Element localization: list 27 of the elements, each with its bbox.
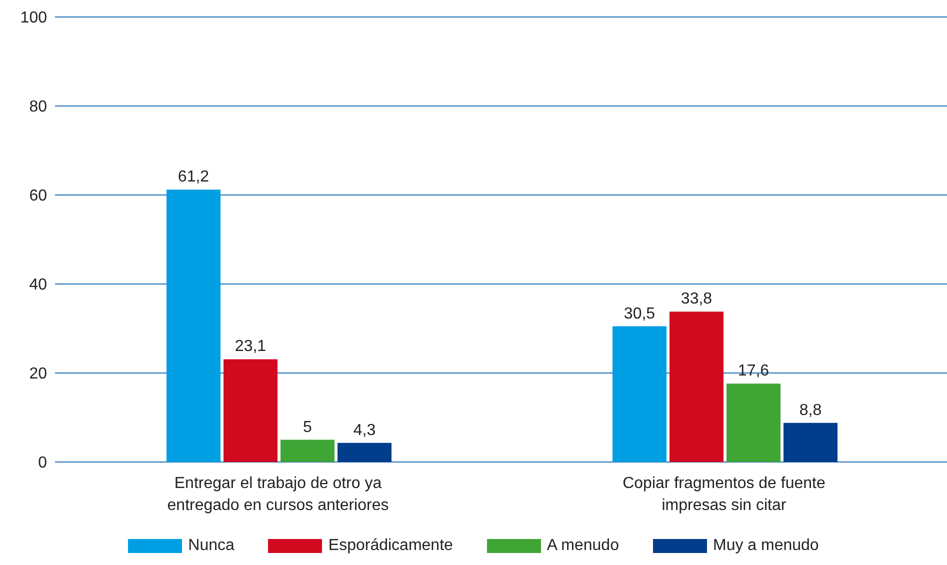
legend-label: A menudo xyxy=(546,537,619,555)
bar xyxy=(784,422,838,462)
bar xyxy=(670,312,724,462)
bar xyxy=(726,384,780,462)
y-tick-label: 60 xyxy=(29,188,48,205)
legend-label: Nunca xyxy=(188,537,234,555)
y-tick-label: 20 xyxy=(29,366,48,383)
data-label: 30,5 xyxy=(624,305,656,322)
data-label: 23,1 xyxy=(234,338,266,356)
y-tick-label: 0 xyxy=(38,454,48,472)
data-label: 4,3 xyxy=(353,422,376,439)
data-label: 61,2 xyxy=(178,168,210,186)
bar xyxy=(338,442,392,462)
data-label: 33,8 xyxy=(680,290,712,308)
legend-label: Muy a menudo xyxy=(712,537,819,555)
data-label: 5 xyxy=(303,418,312,436)
x-tick-label: Copiar fragmentos de fuente impresas sin citar xyxy=(622,475,826,514)
y-tick-label: 40 xyxy=(29,276,48,294)
y-tick-label: 100 xyxy=(20,10,48,27)
data-label: 8,8 xyxy=(799,402,822,419)
x-tick-label: Entregar el trabajo de otro ya entregado en cursos anteriores xyxy=(167,475,389,514)
bar xyxy=(280,440,334,462)
legend-label: Esporádicamente xyxy=(328,537,453,555)
y-tick-label: 80 xyxy=(29,98,48,116)
bar xyxy=(612,326,666,462)
bar xyxy=(224,359,278,462)
bar xyxy=(166,190,220,462)
